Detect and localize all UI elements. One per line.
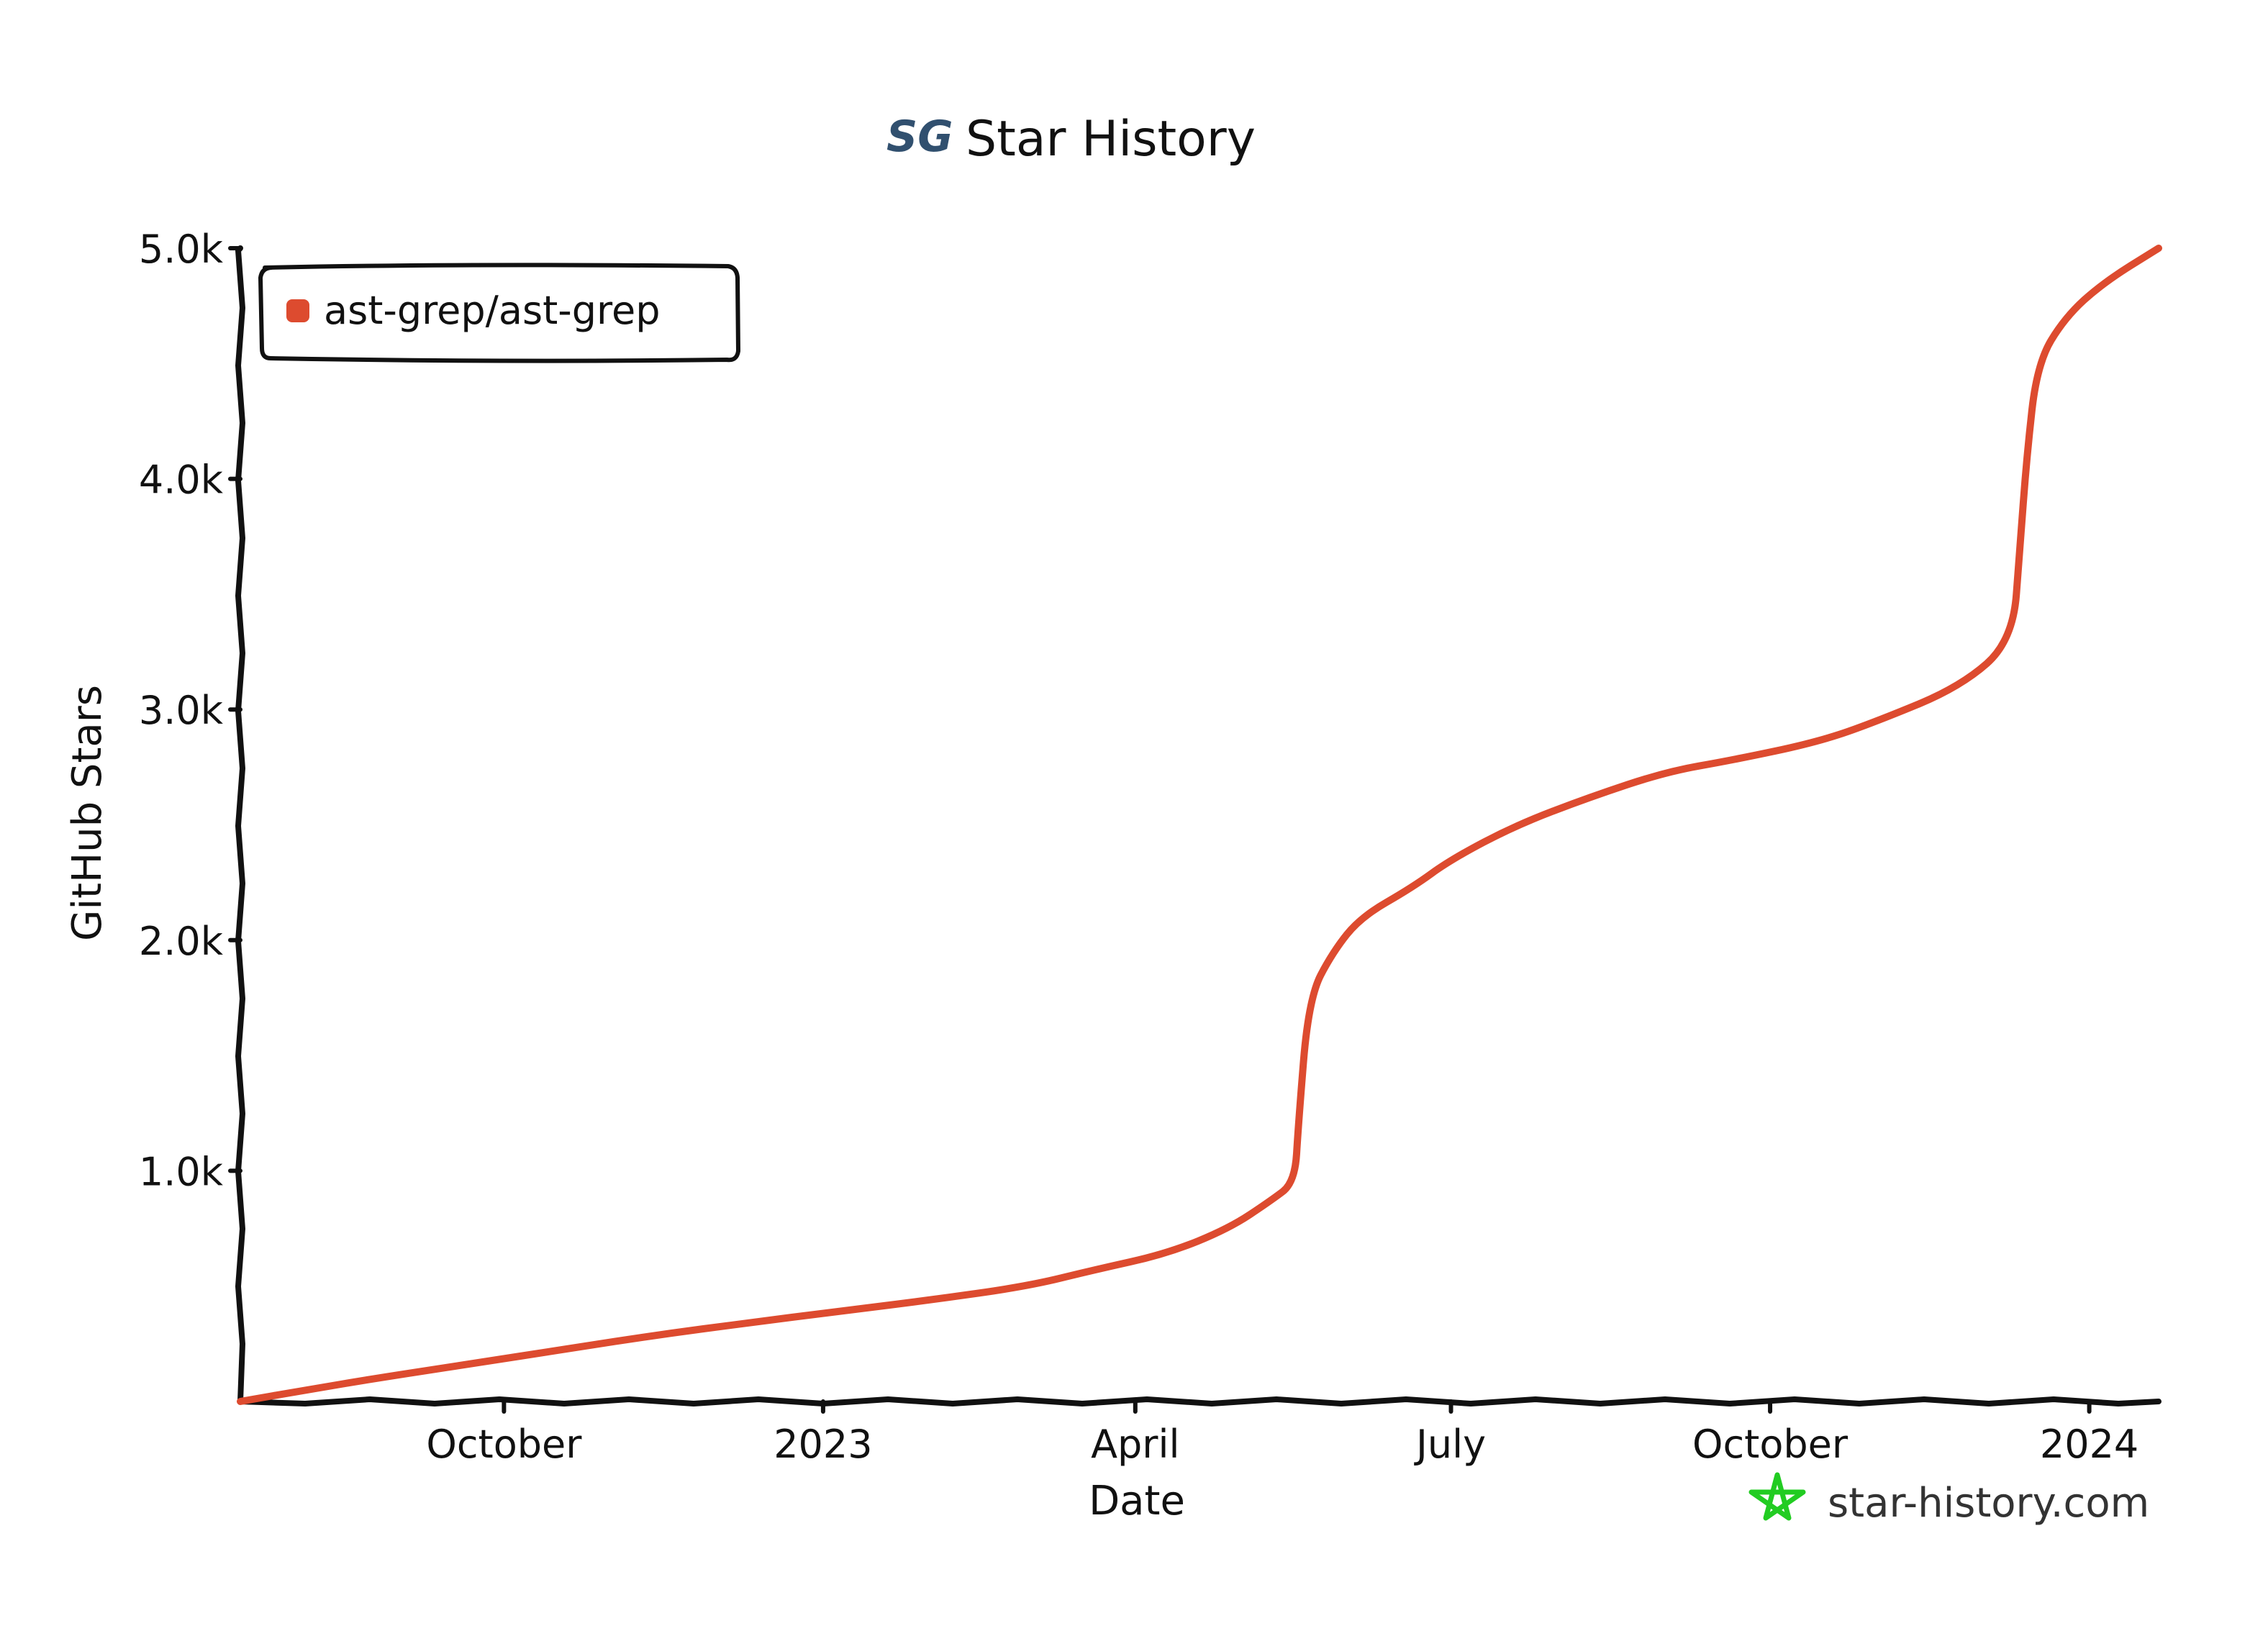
x-ticks: October 2023 April July October 2024 — [426, 1399, 2138, 1467]
title-logo: SG — [886, 112, 953, 162]
series-line — [237, 245, 2162, 1405]
watermark: star-history.com — [1748, 1472, 2149, 1527]
y-tick-label: 2.0k — [139, 919, 224, 964]
watermark-text: star-history.com — [1828, 1480, 2149, 1527]
axes — [235, 245, 2162, 1406]
series-group — [237, 245, 2162, 1405]
legend-swatch — [286, 299, 309, 322]
chart-title: Star History — [966, 111, 1256, 168]
y-axis-line — [235, 245, 245, 1404]
x-tick-label: 2024 — [2040, 1422, 2138, 1467]
y-tick-label: 4.0k — [139, 458, 224, 503]
y-axis-label: GitHub Stars — [64, 685, 111, 941]
x-tick-label: April — [1091, 1422, 1179, 1467]
y-tick-label: 3.0k — [139, 688, 224, 733]
x-axis-label: Date — [1089, 1478, 1185, 1524]
x-axis-line — [237, 1396, 2162, 1406]
star-icon — [1748, 1472, 1806, 1521]
legend: ast-grep/ast-grep — [258, 263, 740, 363]
x-tick-label: October — [426, 1422, 582, 1467]
legend-label: ast-grep/ast-grep — [324, 288, 661, 333]
chart-title-group: SG Star History — [886, 111, 1256, 168]
y-ticks: 1.0k 2.0k 3.0k 4.0k 5.0k — [139, 227, 242, 1194]
y-tick-label: 5.0k — [139, 227, 224, 272]
legend-frame — [258, 263, 740, 363]
x-tick-label: 2023 — [774, 1422, 872, 1467]
x-tick-label: October — [1692, 1422, 1849, 1467]
x-tick-label: July — [1414, 1422, 1486, 1467]
y-tick-label: 1.0k — [139, 1149, 224, 1194]
